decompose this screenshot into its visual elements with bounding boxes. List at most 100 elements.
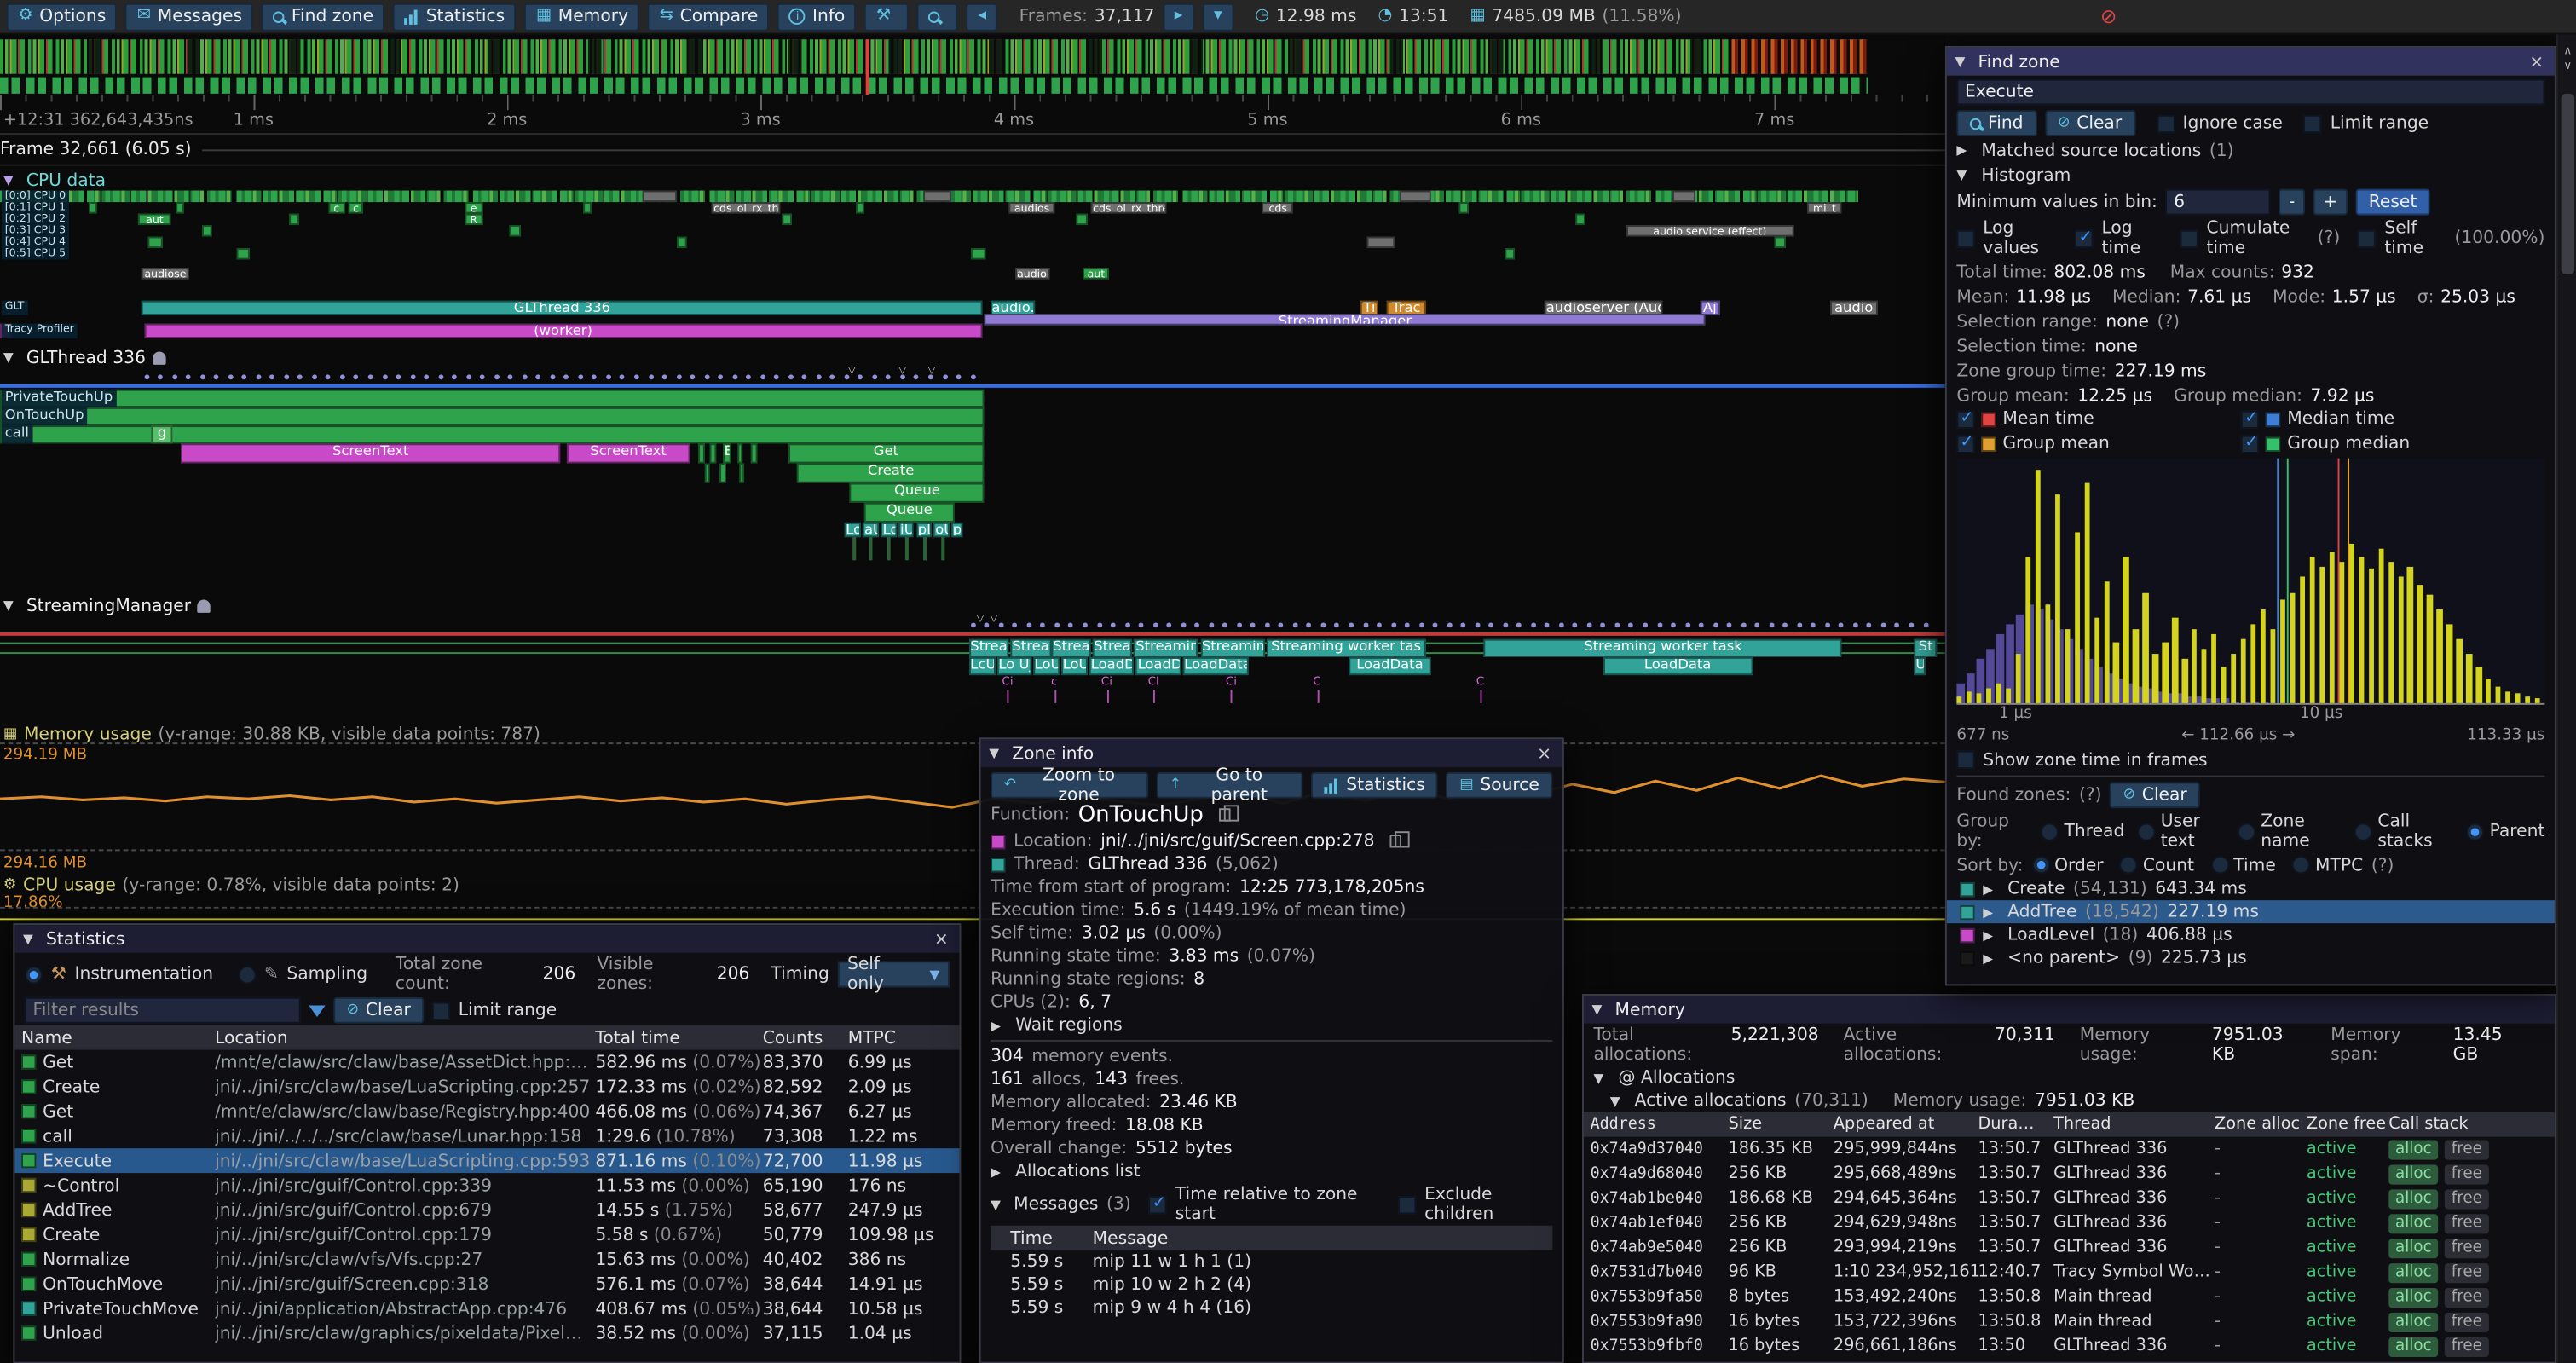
min-bin-input[interactable]: 6 (2165, 188, 2271, 216)
table-row[interactable]: PrivateTouchMove jni/../jni/application/… (14, 1297, 959, 1321)
message-dot[interactable] (1922, 622, 1928, 628)
alloc-address[interactable]: 0x7531d7b040 (1590, 1263, 1703, 1282)
timeline-zone[interactable]: Create (797, 463, 985, 483)
allocation-row[interactable]: 0x7553b9fa90 16 bytes 153,722,396ns 13:5… (1584, 1309, 2555, 1334)
message-dot[interactable] (339, 374, 345, 380)
message-dot[interactable] (143, 374, 149, 380)
alloc-callstack-badge[interactable]: alloc (2388, 1311, 2439, 1332)
collapse-icon[interactable]: ▼ (3, 598, 14, 613)
alloc-callstack-badge[interactable]: alloc (2388, 1238, 2439, 1258)
message-dot[interactable] (367, 374, 373, 380)
message-dot[interactable] (886, 374, 892, 380)
timeline-zone[interactable]: Streaming (1199, 638, 1265, 657)
message-dot[interactable] (1377, 622, 1382, 628)
message-dot[interactable] (872, 374, 877, 380)
message-dot[interactable] (424, 374, 430, 380)
message-dot[interactable] (1614, 622, 1620, 628)
allocation-row[interactable]: 0x74ab1be040 186.68 KB 294,645,364ns 13:… (1584, 1187, 2555, 1211)
message-mark[interactable]: Ci (1220, 676, 1243, 703)
cpu-core-row[interactable]: [0:3] CPU 3 audio.service (effect) (0, 224, 1945, 237)
message-dot[interactable] (410, 374, 415, 380)
timeline-zone[interactable] (782, 213, 792, 226)
alloc-thread[interactable]: GLThread 336 (2053, 1164, 2168, 1183)
cpu-core-row[interactable]: [0:0] CPU 0 (0, 190, 1945, 203)
disconnected-icon[interactable]: ⊘ (2099, 4, 2117, 28)
statistics-table-header[interactable]: Name Location Total time Counts MTPC (14, 1025, 960, 1050)
message-dot[interactable] (1040, 622, 1046, 628)
timeline-zone[interactable]: audio (1830, 300, 1878, 316)
toolbar-button[interactable]: ⚙ Options (6, 2, 118, 31)
memory-plot[interactable] (0, 742, 1945, 852)
message-dot[interactable] (1713, 622, 1718, 628)
allocations-list-toggle[interactable]: ▶ Allocations list (991, 1161, 1141, 1181)
timeline-zone[interactable] (289, 213, 300, 226)
message-dot[interactable] (1573, 622, 1578, 628)
help-icon[interactable]: (?) (2371, 855, 2394, 875)
column-total-time[interactable]: Total time (595, 1027, 680, 1048)
message-dot[interactable] (1797, 622, 1802, 628)
find-button[interactable]: Find (1956, 110, 2036, 136)
message-dot[interactable] (1909, 622, 1915, 628)
message-dot[interactable] (1867, 622, 1872, 628)
cpu-core-row[interactable]: [0:2] CPU 2 aut R (0, 213, 1945, 226)
cpu-core-row[interactable]: [0:4] CPU 4 (0, 236, 1945, 249)
timeline-zone[interactable]: mi_t (1806, 202, 1842, 214)
timeline-zone[interactable] (1774, 236, 1786, 249)
message-dot[interactable] (774, 374, 779, 380)
free-callstack-badge[interactable]: free (2445, 1139, 2489, 1159)
alloc-address[interactable]: 0x7553b9fa90 (1590, 1312, 1703, 1331)
toolbar-button[interactable]: i Info (777, 2, 857, 31)
table-row[interactable]: ~Control jni/../jni/src/guif/Control.cpp… (14, 1173, 959, 1198)
allocation-row[interactable]: 0x74a9d37040 186.35 KB 295,999,844ns 13:… (1584, 1137, 2555, 1162)
alloc-thread[interactable]: GLThread 336 (2053, 1337, 2168, 1356)
alloc-address[interactable]: 0x74ab9e5040 (1590, 1239, 1703, 1257)
message-dot[interactable] (158, 374, 164, 380)
collapse-icon[interactable]: ▼ (991, 1197, 1002, 1212)
timeline-zone[interactable]: LoadData U (1182, 656, 1249, 676)
message-dot[interactable] (970, 622, 976, 628)
message-dot[interactable] (535, 374, 541, 380)
collapse-icon[interactable]: ▼ (1591, 1002, 1603, 1017)
expand-icon[interactable]: ▶ (1983, 927, 1994, 943)
zone-group-row[interactable]: ▶ LoadLevel (18) 406.88 µs (1947, 923, 2555, 946)
timeline-zone[interactable]: cds (1262, 202, 1294, 214)
statistics-button[interactable]: Statistics (1311, 771, 1439, 799)
message-dot[interactable] (1362, 622, 1368, 628)
alloc-callstack-badge[interactable]: alloc (2388, 1164, 2439, 1184)
increment-button[interactable]: + (2313, 188, 2348, 216)
timeline-zone[interactable]: Streaming worker task (1484, 638, 1842, 657)
toolbar-button[interactable]: ▦ Memory (524, 2, 640, 31)
sort-by-radio[interactable]: Count (2119, 855, 2194, 875)
allocation-row[interactable]: 0x74a9d68040 256 KB 295,668,489ns 13:50.… (1584, 1162, 2555, 1187)
expand-icon[interactable]: ▶ (1983, 904, 1994, 920)
toolbar-button[interactable] (917, 2, 959, 31)
timeline-zone[interactable]: Lo Uj (996, 656, 1031, 676)
message-dot[interactable] (1349, 622, 1354, 628)
message-dot[interactable] (186, 374, 191, 380)
free-callstack-badge[interactable]: free (2445, 1287, 2489, 1308)
timeline-zone[interactable]: LoadDaU (1089, 656, 1135, 676)
timeline-zone[interactable] (1505, 248, 1516, 260)
message-dot[interactable] (620, 374, 626, 380)
timeline-zone[interactable]: E (722, 443, 731, 464)
zone-row[interactable] (0, 537, 1945, 561)
toolbar-button[interactable]: Statistics (393, 2, 517, 31)
message-dot[interactable] (1460, 622, 1466, 628)
vertical-scrollbar[interactable]: ∧ ∨ (2556, 34, 2576, 1363)
alloc-thread[interactable]: GLThread 336 (2053, 1140, 2168, 1158)
zone-info-titlebar[interactable]: ▼ Zone info × (980, 739, 1562, 768)
message-dot[interactable] (1530, 622, 1536, 628)
table-row[interactable]: OnTouchMove jni/../jni/src/guif/Screen.c… (14, 1272, 959, 1297)
message-dot[interactable] (1026, 622, 1032, 628)
message-dot[interactable] (998, 622, 1004, 628)
timeline-zone[interactable]: Streaming (1134, 638, 1198, 657)
timeline-zone[interactable]: audio.service (effect) (1626, 225, 1793, 237)
message-dot[interactable] (199, 374, 205, 380)
message-dot[interactable] (269, 374, 275, 380)
message-dot[interactable] (1586, 622, 1592, 628)
timeline-zone[interactable]: LoU (1060, 656, 1088, 676)
thread-value[interactable]: GLThread 336 (1088, 854, 1208, 875)
group-by-radio[interactable]: Zone name (2238, 811, 2342, 851)
message-dot[interactable] (942, 374, 948, 380)
table-row[interactable]: Normalize jni/../jni/src/claw/vfs/Vfs.cp… (14, 1247, 959, 1272)
